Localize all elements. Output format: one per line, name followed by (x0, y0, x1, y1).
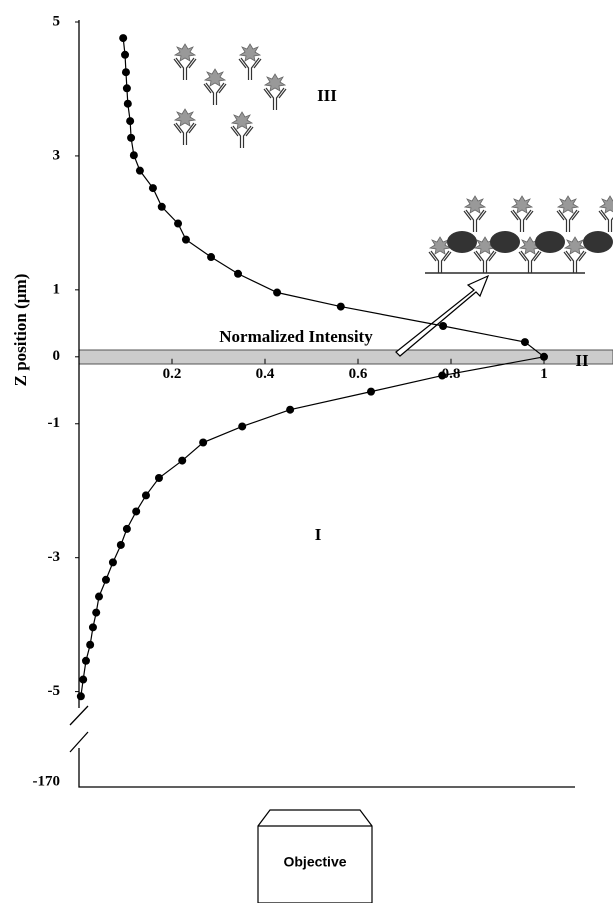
curve (80, 38, 546, 697)
data-point (174, 219, 183, 228)
y-tick-label: -3 (48, 549, 61, 565)
y-tick-label: 0 (53, 348, 61, 364)
data-point (540, 352, 548, 361)
data-point (81, 656, 90, 665)
data-point (286, 405, 295, 414)
region-label: I (315, 525, 322, 544)
data-point (108, 558, 117, 567)
region-label: II (575, 351, 589, 370)
axis (78, 20, 575, 788)
data-point (336, 302, 345, 311)
data-point (129, 151, 138, 160)
y-tick-label: -170 (33, 773, 61, 789)
data-point (121, 50, 130, 59)
data-point (141, 491, 150, 500)
data-point (238, 422, 247, 431)
data-point (178, 456, 187, 465)
y-tick-label: 3 (53, 147, 61, 163)
objective-label: Objective (283, 854, 346, 870)
arrow (395, 274, 490, 357)
data-point (135, 166, 144, 175)
data-point (207, 253, 216, 262)
y-tick-label: 5 (53, 13, 61, 29)
data-point (367, 387, 376, 396)
data-point (122, 524, 131, 533)
region-label: III (317, 86, 337, 105)
data-point (439, 322, 448, 331)
y-tick-label: -1 (48, 415, 61, 431)
data-point (119, 34, 128, 43)
data-point (76, 692, 85, 701)
y-axis-title: Z position (µm) (11, 274, 30, 387)
data-point (79, 675, 88, 684)
data-point (520, 338, 529, 347)
x-tick-label: 1 (540, 366, 548, 382)
x-axis-title: Normalized Intensity (219, 327, 373, 346)
y-tick-label: 1 (53, 281, 61, 297)
data-point (127, 133, 136, 142)
data-point (181, 235, 190, 244)
illustration (173, 43, 613, 274)
x-tick-label: 0.4 (256, 366, 275, 382)
interface-band (78, 349, 613, 365)
data-point (121, 68, 130, 77)
data-point (116, 540, 125, 549)
y-tick-label: -5 (48, 683, 61, 699)
data-point (86, 640, 95, 649)
data-point (157, 202, 166, 211)
data-point (92, 608, 101, 617)
data-point (234, 269, 243, 278)
data-point (123, 99, 132, 108)
data-point (199, 438, 208, 447)
data-point (273, 288, 282, 297)
data-point (101, 575, 110, 584)
x-tick-label: 0.2 (163, 366, 182, 382)
data-point (438, 371, 447, 380)
x-tick-label: 0.6 (349, 366, 368, 382)
data-point (126, 117, 135, 126)
data-point (148, 184, 157, 193)
data-point (154, 474, 163, 483)
data-point (132, 507, 141, 516)
data-point (122, 84, 131, 93)
data-point (88, 623, 97, 632)
data-point (94, 592, 103, 601)
axis-break (69, 705, 89, 753)
